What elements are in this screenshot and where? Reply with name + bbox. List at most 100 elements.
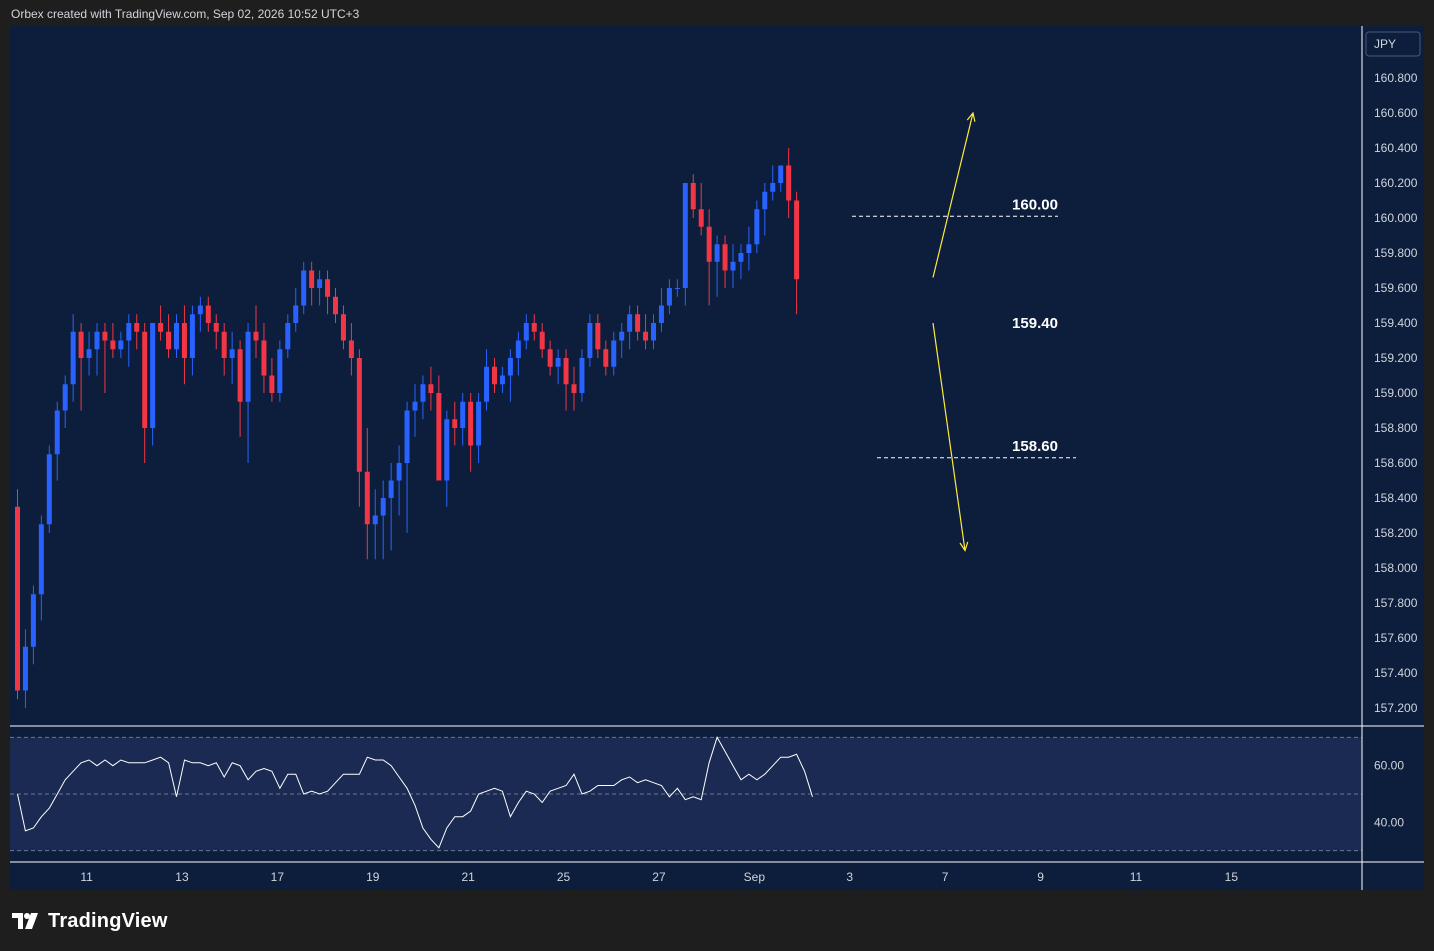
- candle: [197, 296, 203, 332]
- rsi-tick-label: 40.00: [1374, 815, 1404, 829]
- candle-body: [762, 191, 768, 210]
- price-tick-label: 160.800: [1374, 71, 1418, 85]
- candle-body: [30, 594, 36, 647]
- candle-body: [460, 401, 466, 428]
- candle: [666, 279, 672, 315]
- candle: [62, 375, 68, 428]
- candle: [253, 305, 259, 358]
- arrow-shaft: [932, 322, 966, 551]
- candle-body: [261, 340, 267, 376]
- candle: [722, 235, 728, 288]
- candle-body: [325, 279, 331, 297]
- candle-body: [70, 331, 76, 385]
- candle: [118, 331, 124, 358]
- candle: [86, 331, 92, 376]
- candle-body: [166, 331, 172, 350]
- candle: [285, 314, 291, 358]
- candle-body: [134, 323, 140, 332]
- candle: [404, 401, 410, 533]
- time-tick-label: 13: [175, 870, 189, 884]
- level-label: 159.40: [1012, 315, 1058, 332]
- candle: [476, 393, 482, 463]
- candle-body: [333, 296, 338, 315]
- candle: [229, 331, 235, 385]
- rsi-tick-label: 60.00: [1374, 759, 1404, 773]
- candle-body: [643, 331, 649, 341]
- candle: [452, 401, 458, 446]
- candle-body: [627, 314, 633, 332]
- candle: [595, 314, 601, 358]
- candle: [690, 174, 696, 218]
- candle: [499, 366, 505, 393]
- price-tick-label: 158.800: [1374, 421, 1418, 435]
- candle: [364, 428, 370, 560]
- currency-badge-box: [1365, 31, 1421, 57]
- price-tick-label: 160.000: [1374, 211, 1418, 225]
- candle: [674, 279, 680, 297]
- candle-body: [770, 183, 776, 192]
- candle-body: [555, 358, 561, 367]
- candle-body: [666, 288, 672, 306]
- candle-body: [730, 261, 736, 271]
- candle: [658, 288, 664, 332]
- candle-body: [786, 165, 792, 201]
- candle: [245, 323, 251, 463]
- price-tick-label: 159.200: [1374, 351, 1418, 365]
- candle: [611, 331, 617, 376]
- level-label: 158.60: [1012, 438, 1058, 455]
- candle-body: [436, 393, 442, 481]
- candle-body: [515, 340, 521, 358]
- candle: [786, 148, 792, 218]
- time-tick-label: 19: [366, 870, 380, 884]
- candle: [372, 489, 378, 560]
- candle: [174, 314, 179, 358]
- axis-layer: 160.800 160.600 160.400 160.200 160.000 159.8…: [10, 26, 1424, 890]
- candle-body: [364, 471, 370, 525]
- tradingview-wordmark: TradingView: [48, 909, 168, 932]
- candle: [317, 270, 323, 306]
- candle-body: [412, 401, 418, 411]
- candle: [436, 375, 442, 481]
- candle: [150, 323, 156, 446]
- currency-badge[interactable]: JPY: [1365, 31, 1421, 57]
- candle-body: [142, 331, 148, 428]
- candle: [356, 349, 362, 507]
- candle-body: [126, 323, 132, 341]
- candle: [507, 349, 513, 402]
- tradingview-logo-icon: [12, 913, 38, 929]
- candle: [643, 314, 649, 350]
- price-tick-label: 159.400: [1374, 316, 1418, 330]
- chart-panel[interactable]: 160.00 159.40 158.60 160.800 160.600 160.400…: [10, 26, 1424, 890]
- candle-body: [404, 410, 410, 463]
- candle-body: [317, 279, 323, 288]
- candle-body: [476, 401, 482, 446]
- candle: [348, 323, 354, 376]
- candle-body: [452, 419, 458, 428]
- candle: [70, 314, 76, 402]
- candle-body: [62, 384, 68, 411]
- candle: [531, 314, 537, 341]
- candle-body: [150, 323, 156, 428]
- time-tick-label: 27: [652, 870, 666, 884]
- chart-canvas[interactable]: 160.00 159.40 158.60 160.800 160.600 160.400…: [10, 26, 1424, 890]
- candle-body: [658, 305, 664, 323]
- candle-body: [181, 323, 187, 358]
- candle: [555, 349, 561, 385]
- candle-body: [428, 384, 434, 393]
- price-pane: [15, 148, 800, 708]
- tradingview-logo[interactable]: TradingView: [12, 906, 168, 936]
- candle: [523, 314, 529, 350]
- time-tick-label: 11: [1130, 870, 1143, 884]
- time-tick-label: 17: [271, 870, 285, 884]
- candle-body: [245, 331, 251, 402]
- time-tick-label: 9: [1037, 870, 1044, 884]
- price-tick-label: 160.400: [1374, 141, 1418, 155]
- projection-arrow-down: [932, 322, 969, 552]
- candle-body: [674, 288, 680, 289]
- candle-body: [372, 515, 378, 525]
- candle-body: [722, 244, 728, 271]
- candle: [102, 323, 108, 393]
- rsi-line: [17, 736, 813, 849]
- candle-body: [301, 270, 307, 306]
- candle-body: [682, 183, 688, 288]
